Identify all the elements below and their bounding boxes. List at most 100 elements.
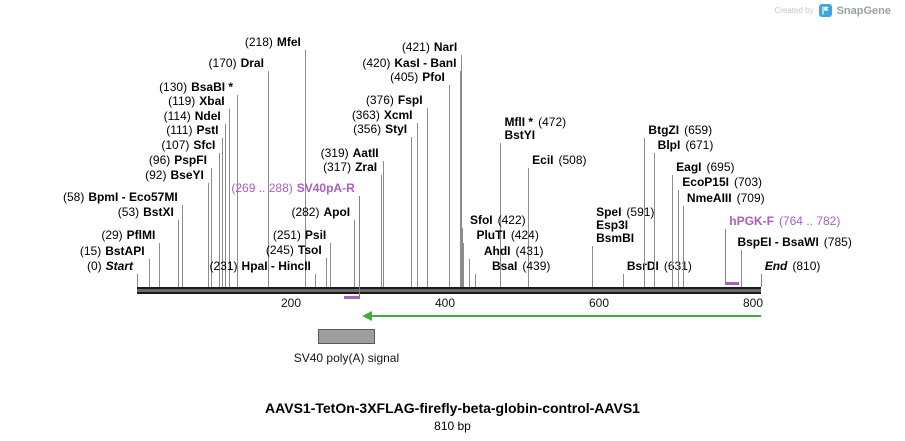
site-leader-line [228,109,230,287]
site-label-row: (114) NdeI [164,110,221,123]
site-position-text: (130) [159,80,188,94]
site-name-text: MflI * [504,115,534,129]
site-name-text: BsmBI [596,231,635,245]
site-leader-line [460,71,462,287]
site-position-text: (114) [163,109,191,123]
site-name-text: MfeI [276,35,301,49]
enzyme-site-label: SfoI (422) [470,214,526,227]
site-position-text: (422) [497,213,526,227]
site-position-text: (269 .. 288) [231,181,293,195]
site-leader-line [237,95,239,287]
enzyme-site-label: (92) BseYI [145,169,204,182]
site-name-text: PluTI [476,228,506,242]
site-position-text: (119) [168,94,196,108]
site-name-text: Start [105,259,133,273]
site-position-text: (709) [736,191,765,205]
site-label-row: NmeAIII (709) [687,192,765,205]
watermark-brand-label: SnapGene [836,4,891,17]
site-label-row: (376) FspI [366,94,423,107]
enzyme-site-label: (231) HpaI - HincII [210,260,311,273]
site-leader-line [219,153,221,287]
enzyme-site-label: (405) PfoI [390,71,445,84]
site-name-text: BsaBI * [191,80,234,94]
site-position-text: (251) [272,228,301,242]
primer-region-bar [344,296,359,299]
site-position-text: (421) [401,40,430,54]
site-name-text: XcmI [383,108,413,122]
site-name-text: SpeI [596,205,622,219]
site-leader-line [592,246,594,287]
enzyme-site-label: (218) MfeI [245,36,301,49]
site-position-text: (356) [353,122,382,136]
site-position-text: (0) [86,259,102,273]
enzyme-site-label: BsrDI (631) [627,260,692,273]
site-position-text: (659) [684,123,713,137]
site-position-text: (695) [706,160,735,174]
site-name-text: SfcI [193,138,216,152]
site-name-text: BlpI [657,138,681,152]
site-position-text: (508) [558,153,587,167]
site-position-text: (317) [323,160,352,174]
site-position-text: (764 .. 782) [778,214,841,228]
site-leader-line [448,85,450,287]
site-leader-line [210,168,212,287]
site-leader-line [528,168,530,287]
site-position-text: (591) [626,205,655,219]
site-label-row: (96) PspFI [149,154,207,167]
ruler-tick-label: 600 [588,296,610,310]
site-label-row: (58) BpmI - Eco57MI [63,191,178,204]
site-label-row: (92) BseYI [145,169,204,182]
site-position-text: (170) [208,56,237,70]
site-position-text: (439) [522,259,551,273]
site-label-row: SfoI (422) [470,214,526,227]
site-leader-line [622,274,624,287]
site-label-row: (363) XcmI [352,109,413,122]
site-name-text: BstXI [143,205,174,219]
site-label-row: (170) DraI [209,57,264,70]
site-label-row: MflI * (472) [504,116,566,129]
site-name-text: PstI [196,123,219,137]
enzyme-site-label: PluTI (424) [476,229,538,242]
site-position-text: (58) [62,190,85,204]
site-name-text: NmeAIII [686,191,732,205]
site-position-text: (810) [792,259,821,273]
site-name-text: BpmI - Eco57MI [88,190,178,204]
enzyme-site-label: (130) BsaBI * [159,81,233,94]
site-label-row: EciI (508) [532,154,586,167]
enzyme-site-label: BlpI (671) [658,139,714,152]
site-label-row: BstYI [504,129,566,142]
primer-region-bar [725,282,740,285]
site-label-row: (405) PfoI [390,71,445,84]
site-label-row: (107) SfcI [161,139,215,152]
site-position-text: (424) [510,228,539,242]
site-leader-line [137,274,138,287]
enzyme-site-label: (317) ZraI [323,161,377,174]
site-name-text: BseYI [170,168,204,182]
enzyme-site-label: (29) PflMI [101,229,155,242]
site-position-text: (107) [161,138,190,152]
enzyme-site-label: EcoP15I (703) [682,176,762,189]
site-name-text: Esp3I [596,218,629,232]
enzyme-site-label: (170) DraI [209,57,264,70]
site-position-text: (111) [166,123,193,137]
site-label-row: End (810) [765,260,821,273]
site-leader-line [304,50,306,287]
site-name-text: hPGK-F [729,214,774,228]
site-name-text: EciI [532,153,554,167]
enzyme-site-label: BsaI (439) [492,260,550,273]
site-position-text: (431) [515,244,544,258]
site-position-text: (631) [664,259,692,273]
site-position-text: (231) [209,259,238,273]
ruler-tick-label: 200 [280,296,302,310]
site-leader-line [207,183,209,287]
enzyme-site-label: (363) XcmI [352,109,413,122]
site-leader-line [222,138,224,287]
site-name-text: StyI [385,122,408,136]
site-label-row: (119) XbaI [168,95,224,108]
site-name-text: XbaI [199,94,225,108]
site-name-text: EcoP15I [682,175,729,189]
enzyme-site-label: (96) PspFI [149,154,207,167]
site-label-row: (420) KasI - BanI [362,57,456,70]
